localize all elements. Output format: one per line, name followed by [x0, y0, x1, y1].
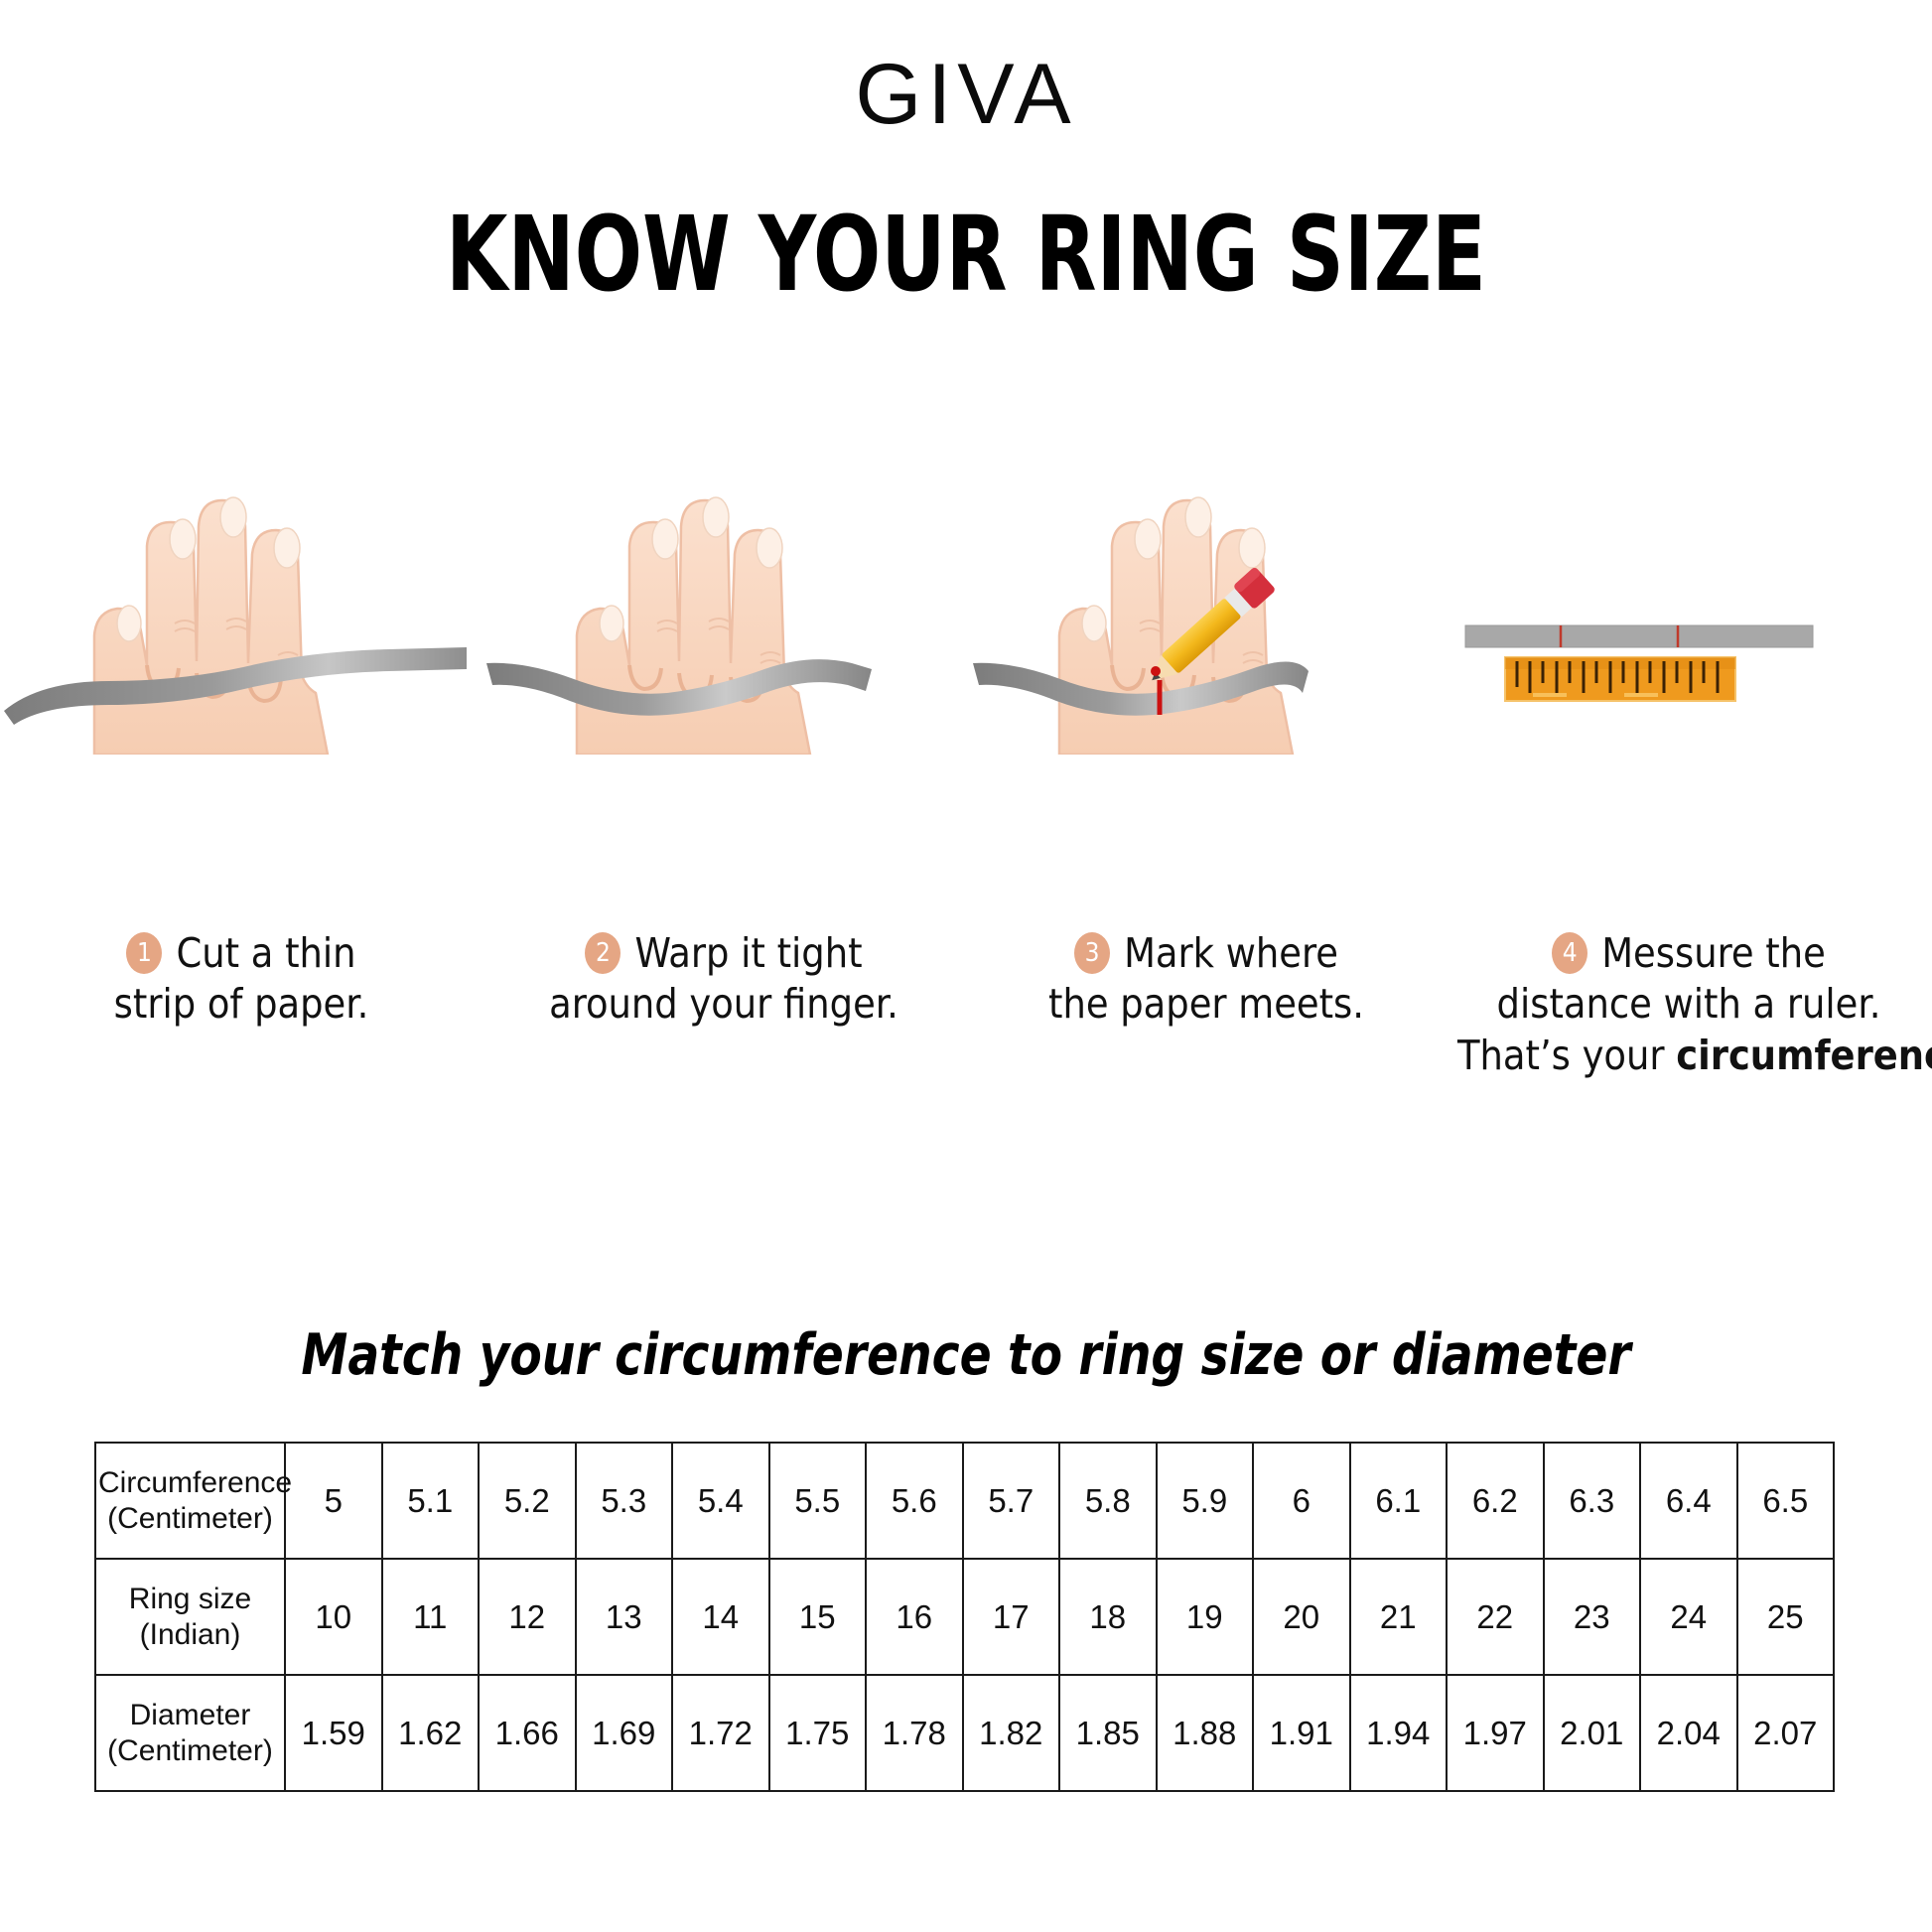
step-2-text-line2: around your finger.	[549, 980, 898, 1029]
cell-diameter-7: 1.82	[961, 1674, 1060, 1792]
cell-diameter-13: 2.01	[1542, 1674, 1641, 1792]
step-1-illustration	[0, 427, 483, 755]
step-4-number-badge: 4	[1552, 932, 1588, 974]
brand-logo: GIVA	[855, 47, 1077, 142]
step-4-line3-prefix: That’s your	[1457, 1031, 1677, 1079]
cell-ring-size-7: 17	[961, 1558, 1060, 1676]
cell-diameter-5: 1.75	[767, 1674, 867, 1792]
cell-ring-size-1: 11	[380, 1558, 480, 1676]
cell-diameter-4: 1.72	[671, 1674, 770, 1792]
page-title: KNOW YOUR RING SIZE	[445, 194, 1487, 315]
cell-diameter-15: 2.07	[1735, 1674, 1835, 1792]
cell-ring-size-15: 25	[1735, 1558, 1835, 1676]
table-section-subtitle: Match your circumference to ring size or…	[301, 1322, 1631, 1388]
cell-circumference-1: 5.1	[380, 1442, 480, 1560]
cell-circumference-13: 6.3	[1542, 1442, 1641, 1560]
cell-diameter-11: 1.94	[1348, 1674, 1448, 1792]
cell-diameter-6: 1.78	[865, 1674, 964, 1792]
hand-with-pencil-mark-icon	[973, 496, 1309, 755]
cell-ring-size-3: 13	[574, 1558, 673, 1676]
step-2-illustration	[483, 427, 965, 755]
step-4-text-line1: Messure the	[1601, 929, 1826, 977]
cell-circumference-9: 5.9	[1155, 1442, 1254, 1560]
row-header-diameter-line1: Diameter	[129, 1698, 251, 1731]
step-1-number-badge: 1	[126, 932, 163, 974]
step-3-text-line2: the paper meets.	[1048, 980, 1364, 1029]
step-1-text-line1: Cut a thin	[176, 929, 356, 977]
cell-circumference-7: 5.7	[961, 1442, 1060, 1560]
cell-diameter-2: 1.66	[478, 1674, 577, 1792]
cell-circumference-14: 6.4	[1639, 1442, 1738, 1560]
cell-diameter-9: 1.88	[1155, 1674, 1254, 1792]
row-header-diameter-line2: (Centimeter)	[107, 1733, 273, 1767]
cell-circumference-15: 6.5	[1735, 1442, 1835, 1560]
cell-diameter-1: 1.62	[380, 1674, 480, 1792]
cell-circumference-2: 5.2	[478, 1442, 577, 1560]
cell-diameter-10: 1.91	[1252, 1674, 1351, 1792]
cell-ring-size-4: 14	[671, 1558, 770, 1676]
row-header-diameter: Diameter (Centimeter)	[94, 1674, 286, 1792]
pencil-icon	[1152, 568, 1275, 681]
cell-ring-size-10: 20	[1252, 1558, 1351, 1676]
cell-diameter-12: 1.97	[1446, 1674, 1545, 1792]
paper-strip-icon	[1464, 624, 1814, 648]
step-3-number-badge: 3	[1074, 932, 1111, 974]
hand-with-paper-strip-icon	[4, 496, 467, 755]
table-row-diameter: Diameter (Centimeter) 1.59 1.62 1.66 1.6…	[94, 1674, 1835, 1792]
cell-circumference-3: 5.3	[574, 1442, 673, 1560]
row-header-ring-size-line2: (Indian)	[139, 1617, 241, 1651]
cell-ring-size-2: 12	[478, 1558, 577, 1676]
cell-circumference-4: 5.4	[671, 1442, 770, 1560]
cell-diameter-14: 2.04	[1639, 1674, 1738, 1792]
step-4-caption: 4 Messure the distance with a ruler. That…	[1448, 928, 1932, 1081]
table-row-circumference: Circumference (Centimeter) 5 5.1 5.2 5.3…	[94, 1442, 1835, 1560]
step-2-text-line1: Warp it tight	[634, 929, 863, 977]
row-header-circumference-line2: (Centimeter)	[107, 1501, 273, 1535]
cell-circumference-6: 5.6	[865, 1442, 964, 1560]
cell-ring-size-0: 10	[284, 1558, 383, 1676]
ring-size-table: Circumference (Centimeter) 5 5.1 5.2 5.3…	[94, 1442, 1835, 1792]
cell-circumference-0: 5	[284, 1442, 383, 1560]
cell-diameter-3: 1.69	[574, 1674, 673, 1792]
step-3-illustration	[965, 427, 1448, 755]
cell-ring-size-11: 21	[1348, 1558, 1448, 1676]
cell-ring-size-5: 15	[767, 1558, 867, 1676]
step-1-text-line2: strip of paper.	[113, 980, 369, 1029]
steps-caption-row: 1 Cut a thin strip of paper. 2 Warp it tig…	[0, 928, 1932, 1081]
strip-and-ruler-icon	[1464, 624, 1814, 702]
hand-with-wrapped-strip-icon	[486, 496, 872, 755]
cell-diameter-0: 1.59	[284, 1674, 383, 1792]
row-header-circumference: Circumference (Centimeter)	[94, 1442, 293, 1560]
step-1-caption: 1 Cut a thin strip of paper.	[0, 928, 483, 1081]
cell-ring-size-13: 23	[1542, 1558, 1641, 1676]
cell-ring-size-9: 19	[1155, 1558, 1254, 1676]
ruler-icon	[1504, 656, 1736, 702]
step-2-number-badge: 2	[585, 932, 621, 974]
table-row-ring-size: Ring size (Indian) 10 11 12 13 14 15 16 …	[94, 1558, 1835, 1676]
row-header-ring-size-line1: Ring size	[128, 1582, 252, 1615]
step-4-illustration	[1448, 427, 1930, 755]
row-header-ring-size: Ring size (Indian)	[94, 1558, 286, 1676]
cell-ring-size-14: 24	[1639, 1558, 1738, 1676]
row-header-circumference-line1: Circumference	[98, 1465, 293, 1499]
cell-ring-size-12: 22	[1446, 1558, 1545, 1676]
step-4-text-line2: distance with a ruler.	[1496, 980, 1881, 1029]
cell-circumference-10: 6	[1252, 1442, 1351, 1560]
step-4-line3-bold: circumference	[1676, 1031, 1932, 1079]
cell-circumference-11: 6.1	[1348, 1442, 1448, 1560]
cell-ring-size-6: 16	[865, 1558, 964, 1676]
cell-circumference-8: 5.8	[1058, 1442, 1158, 1560]
steps-illustration-row	[0, 427, 1932, 943]
step-3-caption: 3 Mark where the paper meets.	[965, 928, 1448, 1081]
cell-diameter-8: 1.85	[1058, 1674, 1158, 1792]
step-4-text-line3: That’s your circumference.	[1457, 1031, 1932, 1081]
step-3-text-line1: Mark where	[1124, 929, 1338, 977]
cell-circumference-12: 6.2	[1446, 1442, 1545, 1560]
step-2-caption: 2 Warp it tight around your finger.	[483, 928, 965, 1081]
cell-circumference-5: 5.5	[767, 1442, 867, 1560]
cell-ring-size-8: 18	[1058, 1558, 1158, 1676]
